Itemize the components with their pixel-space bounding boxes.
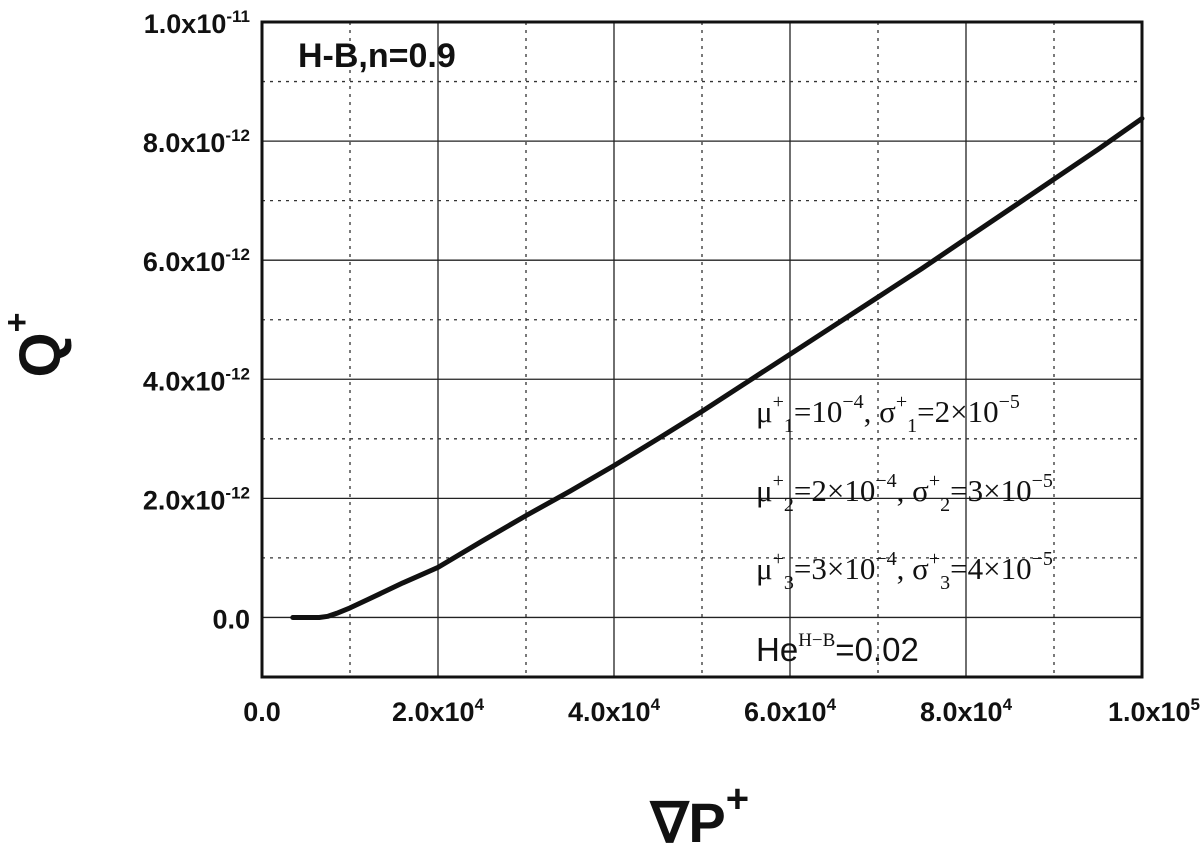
x-tick-mantissa: 6.0x10 [744, 697, 827, 727]
x-tick-mantissa: 0.0 [243, 697, 281, 727]
x-tick-exponent: 5 [1191, 695, 1200, 714]
y-axis-title-base: Q [8, 332, 73, 377]
plot-frame [260, 20, 1144, 679]
y-tick-exponent: -12 [225, 483, 250, 502]
he-value: =0.02 [835, 631, 919, 668]
parameter-annotations: μ+1=10−4, σ+1=2×10−5 μ+2=2×10−4, σ+2=3×10… [756, 391, 1053, 594]
x-axis-title: ∇P+ [649, 777, 749, 852]
param-line-1: μ+1=10−4, σ+1=2×10−5 [756, 391, 1020, 437]
x-tick-mantissa: 8.0x10 [920, 697, 1003, 727]
y-tick-label: 6.0x10-12 [143, 245, 250, 277]
y-tick-mantissa: 2.0x10 [143, 485, 226, 515]
x-tick-label: 1.0x105 [1108, 695, 1200, 727]
y-tick-label: 2.0x10-12 [143, 483, 250, 515]
y-axis-title: Q+ [0, 313, 73, 378]
y-tick-mantissa: 4.0x10 [143, 366, 226, 396]
y-tick-label: 1.0x10-11 [144, 7, 250, 39]
x-tick-mantissa: 2.0x10 [392, 697, 475, 727]
param-line-3: μ+3=3×10−4, σ+3=4×10−5 [756, 548, 1053, 594]
y-axis-title-sup: + [0, 313, 36, 333]
he-sup: H−B [798, 630, 835, 651]
y-tick-mantissa: 0.0 [212, 604, 250, 634]
y-tick-exponent: -12 [225, 126, 250, 145]
y-tick-exponent: -11 [226, 7, 250, 26]
x-axis-title-sup: + [726, 777, 749, 821]
y-tick-exponent: -12 [225, 364, 250, 383]
y-axis-ticks: 0.02.0x10-124.0x10-126.0x10-128.0x10-121… [143, 7, 250, 634]
svg-text:Q+: Q+ [0, 313, 73, 378]
y-tick-mantissa: 8.0x10 [143, 128, 226, 158]
he-annotation: HeH−B=0.02 [756, 630, 919, 668]
panel-label: H-B,n=0.9 [298, 37, 456, 75]
x-tick-mantissa: 4.0x10 [568, 697, 651, 727]
y-tick-label: 8.0x10-12 [143, 126, 250, 158]
y-tick-label: 4.0x10-12 [143, 364, 250, 396]
x-tick-label: 0.0 [243, 697, 281, 727]
x-tick-exponent: 4 [475, 695, 485, 714]
x-axis-ticks: 0.0 2.0x104 4.0x104 6.0x104 8.0x104 1.0x105 [243, 695, 1200, 727]
y-tick-exponent: -12 [225, 245, 250, 264]
x-tick-label: 6.0x104 [744, 695, 837, 727]
x-tick-exponent: 4 [651, 695, 661, 714]
he-base: He [756, 631, 798, 668]
y-tick-mantissa: 6.0x10 [143, 247, 226, 277]
series-line [290, 116, 1145, 620]
y-tick-mantissa: 1.0x10 [144, 9, 227, 39]
grid [262, 22, 1142, 677]
x-tick-label: 8.0x104 [920, 695, 1013, 727]
x-tick-label: 2.0x104 [392, 695, 485, 727]
x-tick-label: 4.0x104 [568, 695, 661, 727]
x-axis-title-base: ∇P [649, 791, 726, 852]
x-tick-mantissa: 1.0x10 [1108, 697, 1191, 727]
x-tick-exponent: 4 [827, 695, 837, 714]
y-tick-label: 0.0 [212, 604, 250, 634]
param-line-2: μ+2=2×10−4, σ+2=3×10−5 [756, 470, 1053, 516]
x-tick-exponent: 4 [1003, 695, 1013, 714]
